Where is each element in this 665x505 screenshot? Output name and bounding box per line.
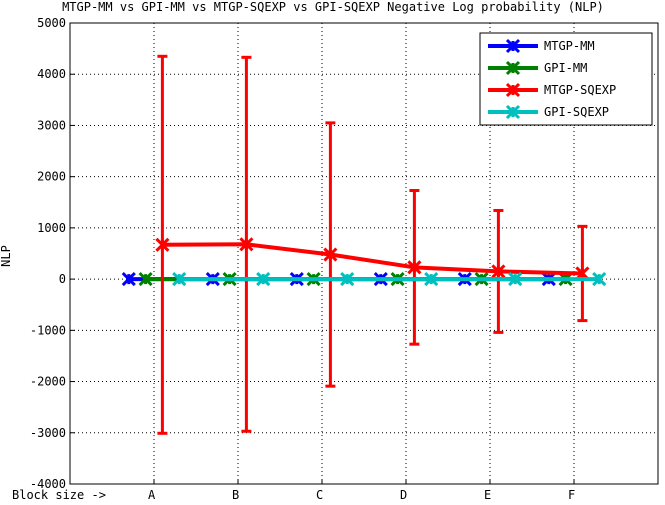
legend-label: GPI-MM	[544, 61, 587, 75]
plot-frame	[69, 22, 659, 485]
y-tick-label: 1000	[37, 221, 66, 235]
y-tick-label: 4000	[37, 67, 66, 81]
y-tick-label: -4000	[30, 477, 66, 491]
y-tick-label: 2000	[37, 170, 66, 184]
x-tick-label: B	[232, 488, 239, 502]
marker	[424, 272, 439, 287]
marker	[138, 272, 153, 287]
y-tick-label: -1000	[30, 323, 66, 337]
legend-label: GPI-SQEXP	[544, 105, 609, 119]
y-tick-label: 0	[59, 272, 66, 286]
marker	[505, 38, 521, 54]
marker	[505, 104, 521, 120]
y-tick-label: -2000	[30, 375, 66, 389]
marker	[505, 82, 521, 98]
series-line	[162, 242, 583, 276]
marker	[121, 272, 136, 287]
chart-title: MTGP-MM vs GPI-MM vs MTGP-SQEXP vs GPI-S…	[62, 0, 604, 14]
marker	[256, 272, 271, 287]
x-tick-label: D	[400, 488, 407, 502]
legend-label: MTGP-SQEXP	[544, 83, 616, 97]
y-axis-label: NLP	[0, 245, 13, 267]
marker	[407, 260, 422, 275]
x-tick-label: C	[316, 488, 323, 502]
marker	[340, 272, 355, 287]
marker	[323, 247, 338, 262]
x-tick-label: A	[148, 488, 156, 502]
marker	[172, 272, 187, 287]
marker	[155, 237, 170, 252]
x-tick-label: Block size ->	[12, 488, 106, 502]
y-tick-label: 5000	[37, 16, 66, 30]
y-tick-label: -3000	[30, 426, 66, 440]
x-tick-label: E	[484, 488, 491, 502]
marker	[505, 60, 521, 76]
marker	[592, 272, 607, 287]
marker	[491, 264, 506, 279]
marker	[508, 272, 523, 287]
marker	[239, 237, 254, 252]
x-tick-label: F	[568, 488, 575, 502]
legend-label: MTGP-MM	[544, 39, 595, 53]
y-tick-label: 3000	[37, 118, 66, 132]
